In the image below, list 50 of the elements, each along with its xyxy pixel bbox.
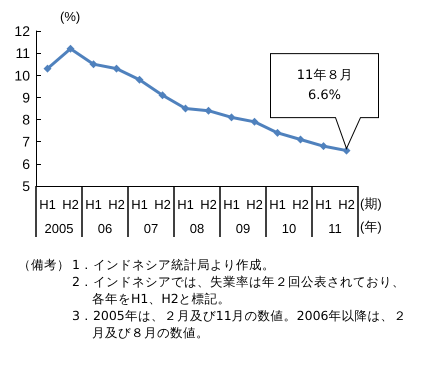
text: 10: [282, 221, 296, 236]
point: [136, 76, 144, 84]
y-tick-label: 12: [14, 23, 30, 39]
text: 11: [328, 221, 342, 236]
y-tick-label: 7: [22, 134, 30, 150]
x-tick-label: H1: [223, 197, 240, 212]
y-axis-title: (%): [60, 9, 80, 24]
text: 06: [98, 221, 112, 236]
point: [228, 113, 236, 122]
point: [182, 104, 190, 112]
point: [204, 106, 212, 115]
y-tick-label: 11: [15, 45, 30, 62]
x-tick-label: H1: [39, 197, 56, 212]
x-tick-label: H2: [292, 197, 309, 212]
x-tick-label: H2: [62, 197, 79, 212]
point: [250, 118, 258, 126]
x-tick-label: H1: [269, 197, 286, 212]
x-tick-label: H1: [131, 197, 148, 212]
point: [90, 60, 98, 68]
point: [296, 136, 304, 144]
x-tick-label: H2: [338, 197, 355, 212]
x-axis-title: (期): [360, 196, 382, 211]
y-tick-label: 9: [22, 89, 30, 106]
y-tick-label: 5: [22, 178, 30, 194]
x-tick-label: H1: [315, 197, 332, 212]
x-tick-label: H1: [85, 197, 102, 212]
x-tick-label: H2: [108, 197, 125, 212]
point: [274, 128, 282, 137]
y-tick-label: 6: [22, 156, 30, 172]
point: [320, 142, 328, 150]
text: 09: [236, 221, 250, 236]
text: （備考）: [18, 256, 70, 273]
annotation: 11年８月 6.6%: [296, 66, 354, 105]
text: 2005: [44, 221, 74, 236]
point: [158, 91, 166, 100]
text: 07: [144, 221, 158, 236]
x-tick-label: H1: [177, 197, 194, 212]
text: 3．2005年は、２月及び11月の数値。2006年以降は、２月及び８月の数値。: [72, 307, 408, 341]
x-tick-label: H2: [200, 197, 217, 212]
text: 2．インドネシアでは、失業率は年２回公表されており、各年をH1、H2と標記。: [72, 273, 406, 307]
point: [66, 44, 74, 53]
y-tick-label: 8: [22, 112, 30, 128]
text: 1．インドネシア統計局より作成。: [72, 256, 276, 273]
x-tick-label: H2: [154, 197, 171, 212]
x-tick-label: H2: [246, 197, 263, 212]
point: [112, 64, 120, 73]
point: [44, 64, 52, 73]
y-tick-label: 10: [14, 67, 30, 84]
text: (年): [360, 219, 382, 234]
text: 08: [190, 221, 204, 236]
